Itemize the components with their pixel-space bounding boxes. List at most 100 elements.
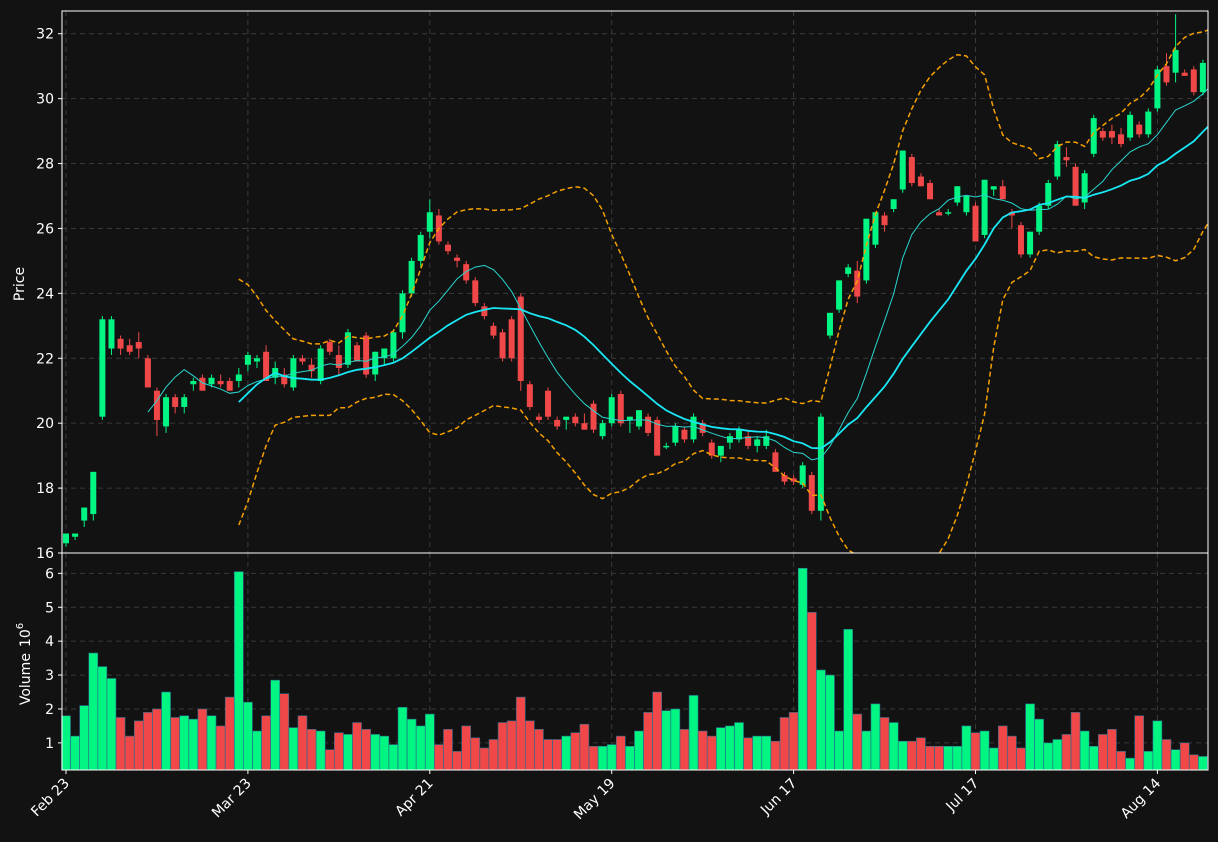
volume-bar — [334, 732, 344, 771]
candle-down — [572, 416, 579, 424]
candle-down — [745, 436, 752, 446]
candle-down — [354, 345, 361, 362]
volume-bar — [352, 722, 362, 771]
candle-down — [1190, 69, 1197, 93]
candle-down — [463, 264, 470, 281]
candle-up — [626, 416, 633, 420]
volume-bar — [324, 749, 335, 771]
candle-down — [217, 380, 224, 385]
candle-up — [899, 150, 906, 190]
volume-bar — [970, 732, 981, 771]
volume-bar — [716, 727, 726, 771]
volume-bar — [706, 735, 717, 771]
candle-down — [517, 296, 524, 381]
bollinger-upper-line — [238, 29, 1208, 405]
candle-down — [781, 475, 788, 482]
volume-bar — [897, 740, 908, 771]
candle-up — [1154, 69, 1161, 109]
volume-bar — [1025, 703, 1035, 771]
candle-up — [954, 186, 961, 203]
candle-up — [1199, 62, 1206, 93]
candle-up — [663, 445, 670, 448]
candle-up — [63, 533, 69, 544]
volume-bar — [588, 745, 599, 771]
volume-tick-label: 2 — [45, 702, 54, 718]
candle-down — [645, 416, 652, 433]
candle-down — [1008, 212, 1015, 216]
volume-bar — [534, 729, 544, 771]
candle-up — [1045, 183, 1052, 206]
volume-bar — [752, 735, 763, 771]
volume-bar — [306, 729, 317, 771]
candle-down — [490, 325, 497, 336]
candle-up — [390, 332, 397, 359]
volume-bar — [834, 730, 844, 771]
volume-bar — [179, 715, 190, 771]
candle-up — [408, 260, 415, 294]
candle-down — [1017, 225, 1024, 255]
candle-up — [81, 507, 88, 521]
candle-up — [1127, 114, 1134, 138]
volume-bar — [406, 718, 417, 771]
candle-up — [426, 212, 433, 232]
candle-down — [881, 215, 888, 226]
candle-down — [144, 358, 151, 388]
candle-down — [526, 384, 533, 407]
candle-up — [317, 348, 324, 381]
volume-bar — [797, 567, 808, 771]
volume-bar — [988, 747, 999, 771]
volume-bar — [1070, 712, 1081, 771]
volume-bar — [461, 725, 471, 771]
volume-bar — [170, 717, 180, 771]
volume-bar — [561, 735, 572, 771]
candle-up — [344, 332, 351, 365]
candle-down — [772, 452, 779, 472]
candle-down — [590, 403, 597, 430]
candle-down — [199, 377, 206, 391]
candle-up — [563, 416, 570, 420]
candle-up — [99, 319, 106, 417]
candle-up — [981, 179, 988, 235]
volume-bar — [925, 745, 935, 771]
candle-up — [945, 212, 952, 214]
volume-bar — [843, 628, 853, 771]
volume-bar — [424, 713, 435, 771]
candle-up — [608, 397, 615, 424]
candle-up — [417, 234, 424, 261]
volume-bar — [443, 729, 453, 771]
volume-bar — [515, 696, 526, 771]
candle-up — [1090, 118, 1097, 154]
candle-up — [1027, 231, 1034, 255]
volume-bar — [979, 730, 990, 771]
volume-bar — [643, 712, 653, 771]
candle-down — [908, 157, 915, 184]
volume-bar — [1098, 734, 1108, 771]
volume-bar — [606, 744, 617, 771]
volume-bar — [816, 669, 826, 771]
price-tick-label: 32 — [36, 27, 54, 43]
volume-bar — [952, 745, 963, 771]
candle-up — [381, 348, 388, 359]
volume-bar — [934, 745, 944, 771]
volume-bar — [625, 745, 635, 771]
candle-up — [726, 436, 733, 443]
volume-bar — [70, 735, 80, 771]
price-axis-label: Price — [12, 267, 28, 301]
candle-up — [72, 533, 79, 537]
price-tick-label: 22 — [36, 351, 54, 367]
candle-up — [690, 416, 697, 440]
candle-down — [226, 380, 233, 391]
candle-up — [253, 358, 260, 362]
candle-up — [799, 465, 806, 485]
candle-down — [1072, 166, 1079, 206]
candle-up — [163, 397, 170, 427]
candle-down — [335, 355, 342, 369]
volume-bar — [152, 708, 162, 771]
candle-up — [826, 312, 833, 336]
candle-down — [299, 358, 306, 362]
volume-bar — [452, 751, 462, 771]
volume-bar — [916, 737, 926, 771]
volume-bar — [679, 729, 690, 771]
volume-bar — [997, 725, 1008, 771]
volume-axis-label-exp-power: 6 — [15, 623, 26, 629]
